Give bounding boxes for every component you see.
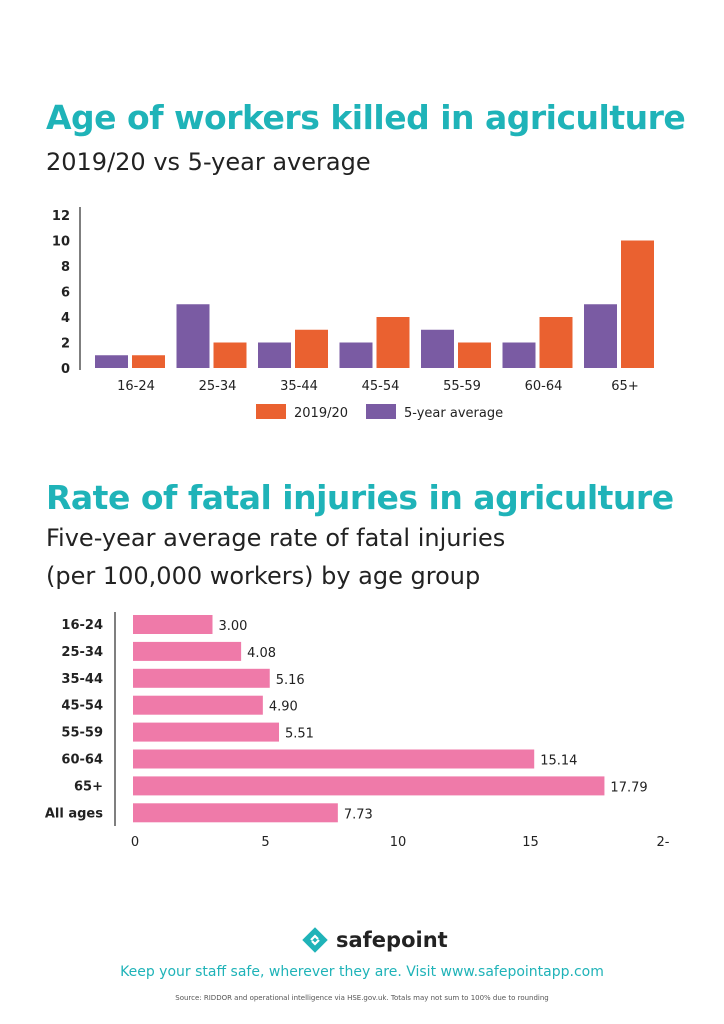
x-tick-label: 45-54 (362, 379, 400, 394)
hbar-All ages (133, 803, 338, 823)
x-tick-label: 65+ (611, 379, 638, 394)
bar-2019-20-25-34 (213, 342, 247, 368)
category-label: 65+ (74, 779, 103, 794)
x-tick-label: 55-59 (443, 379, 481, 394)
category-label: 45-54 (61, 699, 103, 714)
bar-2019-20-60-64 (539, 317, 573, 368)
x-tick-label: 35-44 (280, 379, 318, 394)
value-label: 15.14 (540, 754, 577, 769)
bar-5yr-avg-65+ (584, 304, 617, 368)
bar-5yr-avg-16-24 (95, 355, 128, 368)
value-label: 4.90 (269, 700, 298, 715)
value-label: 3.00 (219, 619, 248, 634)
category-label: 35-44 (61, 672, 103, 687)
legend-label: 2019/20 (294, 406, 348, 421)
bar-2019-20-65+ (621, 240, 654, 368)
hbar-65+ (133, 776, 605, 796)
category-label: 60-64 (61, 753, 103, 768)
legend-swatch (256, 404, 286, 419)
x-tick-label: 5 (261, 835, 269, 850)
safepoint-diamond-icon (302, 927, 328, 953)
bar-2019-20-16-24 (132, 355, 165, 368)
hbar-55-59 (133, 722, 280, 742)
legend-label: 5-year average (404, 406, 503, 421)
category-label: 16-24 (61, 618, 103, 633)
y-tick-label: 2 (61, 337, 70, 352)
bar-2019-20-35-44 (295, 329, 328, 368)
x-tick-label: 10 (390, 835, 407, 850)
x-tick-label: 60-64 (525, 379, 563, 394)
value-label: 5.51 (285, 727, 314, 742)
x-tick-label: 15 (522, 835, 539, 850)
bar-5yr-avg-55-59 (421, 329, 454, 368)
hbar-35-44 (133, 668, 270, 688)
x-tick-label: 2- (657, 835, 670, 850)
hbar-45-54 (133, 695, 263, 715)
x-tick-label: 25-34 (199, 379, 237, 394)
hbar-16-24 (133, 615, 213, 634)
x-tick-label: 0 (131, 835, 139, 850)
brand-name: safepoint (336, 928, 448, 952)
y-tick-label: 12 (52, 209, 70, 224)
chart2-title: Rate of fatal injuries in agriculture (46, 478, 674, 517)
bar-5yr-avg-60-64 (502, 342, 536, 368)
category-label: 25-34 (61, 645, 103, 660)
value-label: 17.79 (610, 780, 647, 795)
bar-5yr-avg-25-34 (176, 304, 210, 368)
legend-swatch (366, 404, 396, 419)
bar-5yr-avg-45-54 (339, 342, 373, 368)
hbar-60-64 (133, 749, 535, 769)
bar-2019-20-55-59 (458, 342, 491, 368)
footer-source: Source: RIDDOR and operational intellige… (175, 994, 549, 1002)
category-label: All ages (45, 806, 103, 821)
y-tick-label: 4 (61, 311, 70, 326)
category-label: 55-59 (61, 726, 103, 741)
chart2-subtitle-line2: (per 100,000 workers) by age group (46, 562, 481, 590)
safepoint-logo: safepoint (302, 927, 448, 953)
footer-tagline: Keep your staff safe, wherever they are.… (120, 964, 604, 980)
bar-2019-20-45-54 (376, 317, 410, 368)
y-tick-label: 6 (61, 286, 70, 301)
chart1-title: Age of workers killed in agriculture (46, 98, 686, 137)
value-label: 5.16 (276, 673, 305, 688)
bar-5yr-avg-35-44 (258, 342, 291, 368)
value-label: 7.73 (344, 807, 373, 822)
y-tick-label: 10 (52, 235, 70, 250)
y-tick-label: 8 (61, 260, 70, 275)
hbar-25-34 (133, 641, 242, 661)
chart2-subtitle-line1: Five-year average rate of fatal injuries (46, 524, 506, 552)
value-label: 4.08 (247, 646, 276, 661)
x-tick-label: 16-24 (117, 379, 155, 394)
y-tick-label: 0 (61, 362, 70, 377)
chart1-subtitle: 2019/20 vs 5-year average (46, 148, 371, 176)
